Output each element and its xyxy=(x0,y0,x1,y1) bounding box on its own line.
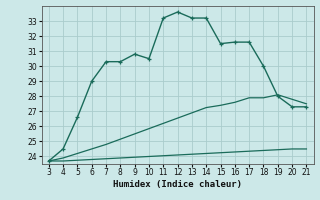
X-axis label: Humidex (Indice chaleur): Humidex (Indice chaleur) xyxy=(113,180,242,189)
